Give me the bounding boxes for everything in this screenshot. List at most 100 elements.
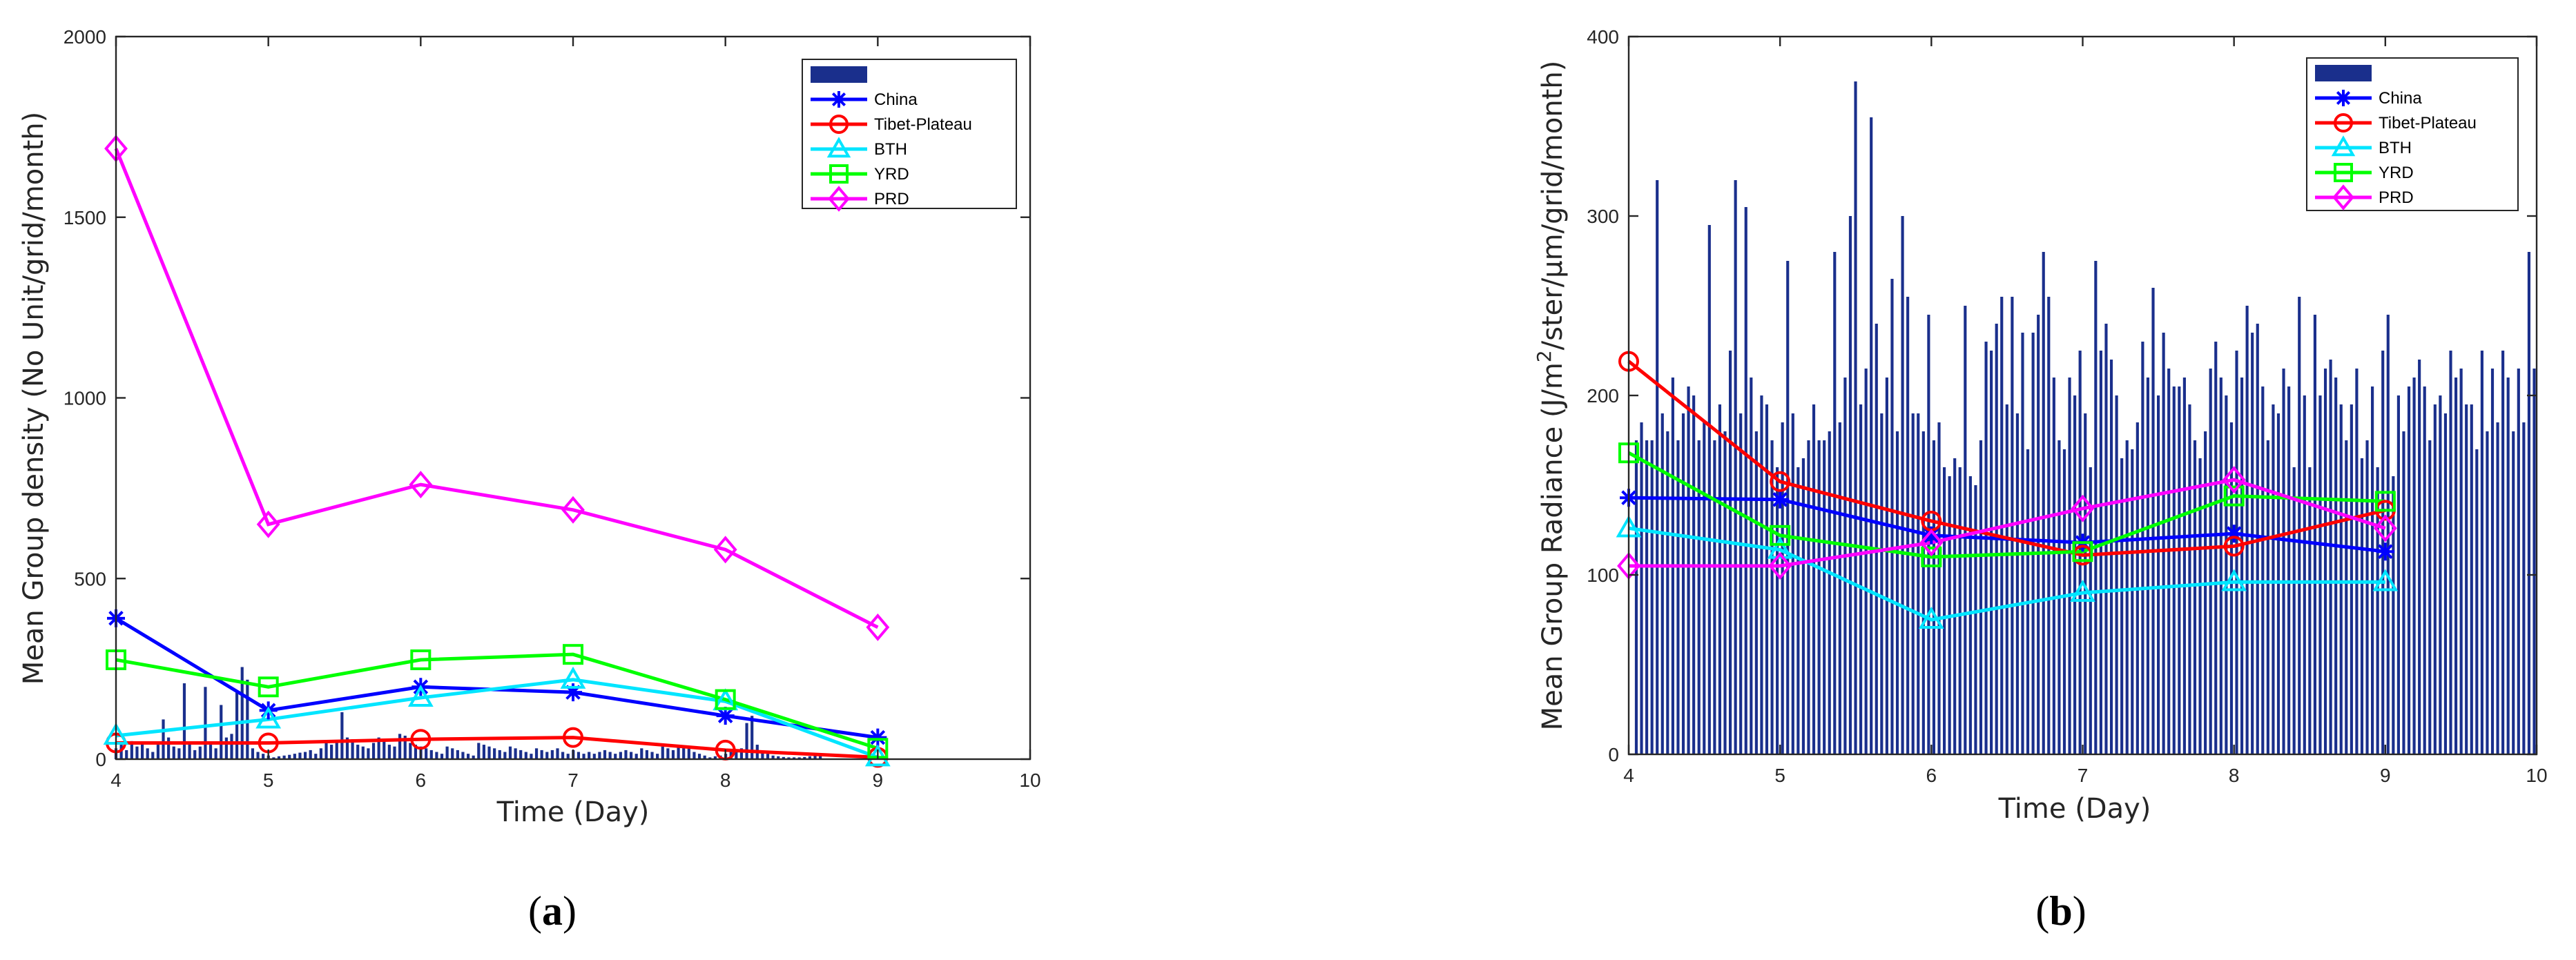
series-marker-china (564, 683, 582, 702)
histogram-bar (2480, 351, 2483, 754)
histogram-bar (2120, 458, 2124, 754)
legend-label-prd: PRD (874, 190, 909, 208)
series-line-bth (1628, 526, 2385, 622)
histogram-bar (1901, 216, 1904, 754)
histogram-bar (577, 752, 581, 759)
histogram-bar (177, 748, 181, 759)
histogram-bar (2047, 297, 2051, 754)
histogram-bar (2386, 315, 2390, 754)
histogram-bar (2402, 431, 2405, 754)
panel-a-caption: (a) (528, 888, 577, 934)
histogram-bar (1744, 207, 1747, 754)
series-marker-bth (1767, 536, 1793, 559)
histogram-bar (1807, 440, 1810, 754)
histogram-bar (735, 750, 738, 759)
histogram-bar (603, 750, 607, 759)
series-marker-bth (255, 706, 282, 729)
histogram-bar (2334, 378, 2338, 754)
y-tick-label: 1000 (64, 388, 106, 409)
series-marker-bth (1918, 607, 1944, 629)
legend-label-china: China (874, 90, 918, 109)
panel-b-y-axis-title-prefix: Mean Group Radiance (J/m (1537, 362, 1569, 730)
histogram-bar (2345, 440, 2348, 754)
histogram-bar (130, 741, 133, 759)
histogram-bar (2042, 252, 2045, 754)
histogram-bar (2037, 315, 2040, 754)
histogram-bar (808, 756, 812, 759)
histogram-bar (182, 683, 186, 759)
histogram-bar (797, 757, 801, 759)
histogram-bar (614, 754, 617, 759)
panel-b-x-axis-title: Time (Day) (1998, 793, 2151, 825)
histogram-bar (1906, 297, 1910, 754)
histogram-bar (1770, 440, 1774, 754)
panel-b-y-ticks: 0 100 200 300 400 (1587, 26, 2537, 765)
histogram-bar (1828, 431, 1831, 754)
histogram-bar (598, 752, 601, 759)
histogram-bar (240, 667, 244, 759)
histogram-bar (303, 752, 307, 759)
legend-label-tibet-plateau: Tibet-Plateau (874, 115, 972, 134)
legend-label-china: China (2379, 89, 2422, 108)
series-marker-prd (2222, 466, 2246, 494)
series-marker-yrd (715, 689, 736, 710)
histogram-bar (1797, 467, 1800, 754)
histogram-bar (2182, 378, 2186, 754)
histogram-bar (671, 750, 675, 759)
histogram-bar (440, 754, 444, 759)
histogram-bar (293, 754, 296, 759)
panel-a-y-axis-title: Mean Group density (No Unit/grid/month) (18, 112, 50, 685)
histogram-bar (135, 746, 139, 759)
histogram-bar (713, 756, 717, 759)
histogram-bar (156, 745, 159, 759)
histogram-bar (435, 752, 438, 759)
histogram-bar (2266, 440, 2269, 754)
histogram-bar (1739, 413, 1743, 754)
histogram-bar (693, 752, 696, 759)
series-marker-prd (1919, 529, 1944, 557)
histogram-bar (377, 737, 380, 759)
x-tick-label: 7 (2078, 765, 2089, 786)
histogram-bar (1968, 476, 1972, 754)
histogram-bar (167, 737, 171, 759)
histogram-bar (146, 748, 149, 759)
histogram-bar (2355, 369, 2359, 754)
series-marker-china (2225, 525, 2243, 543)
histogram-bar (687, 748, 690, 759)
histogram-bar (1660, 413, 1664, 754)
histogram-bar (540, 750, 543, 759)
series-line-yrd (1627, 451, 2385, 559)
histogram-bar (2339, 404, 2343, 754)
panel-b-caption-letter: b (2049, 888, 2072, 934)
x-tick-label: 7 (568, 770, 579, 791)
histogram-bar (2376, 467, 2379, 754)
series-marker-bth (407, 685, 434, 707)
histogram-bar (409, 743, 412, 759)
legend-marker-china (831, 91, 847, 108)
histogram-bar (314, 754, 318, 759)
histogram-bar (2371, 386, 2374, 754)
histogram-bar (272, 757, 275, 759)
histogram-bar (635, 754, 638, 759)
histogram-bar (1921, 431, 1925, 754)
histogram-bar (1953, 458, 1957, 754)
histogram-bar (2318, 395, 2322, 754)
histogram-bar (1870, 117, 1873, 754)
histogram-bar (682, 746, 686, 759)
legend-label-bth: BTH (2379, 139, 2412, 157)
histogram-bar (2454, 378, 2458, 754)
histogram-bar (140, 743, 144, 759)
legend-marker-bth (2331, 135, 2356, 157)
histogram-bar (1859, 404, 1863, 754)
histogram-bar (2496, 422, 2499, 754)
histogram-bar (1760, 395, 1763, 754)
histogram-bar (813, 755, 817, 759)
histogram-bar (1932, 440, 1936, 754)
legend-marker-china (2335, 90, 2352, 106)
series-marker-yrd (1770, 525, 1791, 546)
histogram-bar (345, 737, 349, 759)
legend-swatch-histogram (2315, 65, 2372, 81)
histogram-bar (403, 735, 407, 759)
panel-a-y-ticks: 0 500 1000 1500 2000 (64, 26, 1030, 770)
histogram-bar (461, 752, 465, 759)
